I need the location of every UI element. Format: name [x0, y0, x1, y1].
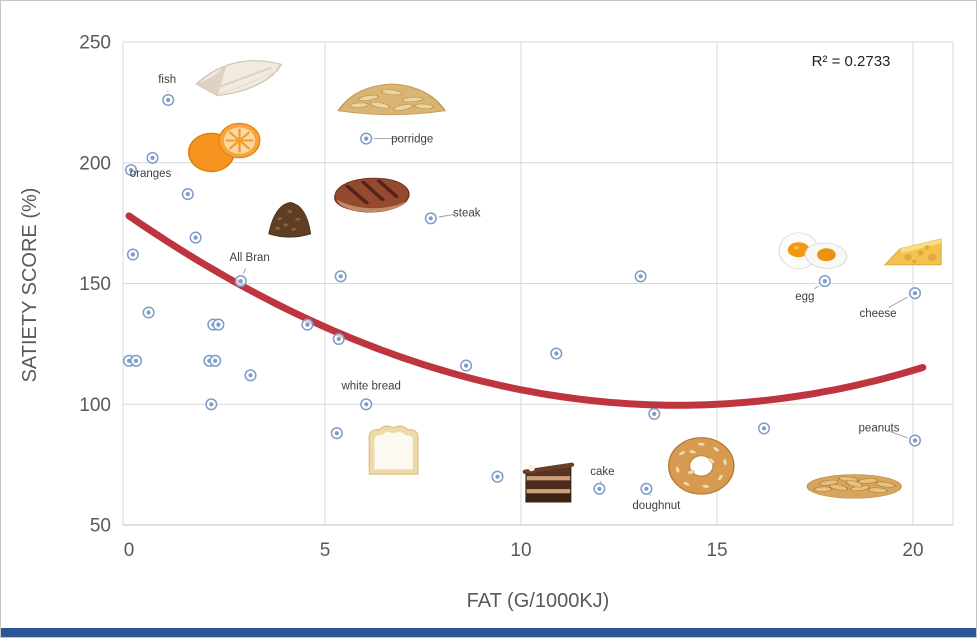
point-label: cheese [859, 308, 896, 320]
x-tick-label: 0 [124, 540, 135, 561]
y-tick-label: 100 [79, 395, 111, 416]
porridge-image [337, 83, 447, 116]
egg-image [778, 232, 848, 270]
data-point [124, 163, 138, 177]
data-point [244, 369, 257, 382]
point-label: cake [590, 466, 614, 478]
data-point [334, 270, 347, 283]
data-point [757, 422, 771, 435]
all-bran-image [268, 202, 312, 238]
data-point [634, 270, 647, 283]
label-leader-line [888, 296, 909, 308]
cheese-image [883, 238, 942, 266]
peanuts-image [806, 474, 902, 499]
label-leader-line [890, 431, 908, 439]
data-point [818, 275, 831, 288]
label-leader-line [649, 494, 652, 496]
data-point [550, 347, 563, 360]
label-leader-line [814, 285, 819, 290]
data-point [332, 332, 345, 346]
data-point [330, 427, 343, 440]
data-point [908, 287, 922, 300]
x-tick-label: 5 [320, 540, 331, 561]
data-point [146, 151, 159, 164]
cake-image [522, 462, 575, 503]
y-axis-title: SATIETY SCORE (%) [19, 187, 41, 383]
r-squared-label: R² = 0.2733 [811, 53, 891, 70]
data-point [360, 132, 373, 145]
x-tick-label: 15 [706, 540, 727, 561]
point-label: fish [158, 74, 176, 86]
steak-image [334, 177, 410, 213]
point-label: steak [453, 207, 481, 219]
y-tick-label: 250 [79, 33, 111, 54]
x-tick-label: 20 [902, 540, 923, 561]
oranges-image [188, 122, 261, 173]
data-point [301, 318, 314, 331]
data-point [908, 434, 922, 447]
point-label: porridge [391, 134, 433, 146]
point-label: All Bran [230, 252, 270, 264]
fish-image [195, 60, 283, 97]
data-point [424, 212, 437, 225]
data-point [460, 359, 473, 372]
data-point [189, 231, 202, 244]
window-bottom-strip [1, 628, 976, 637]
y-tick-label: 150 [79, 274, 111, 295]
data-point [593, 482, 606, 495]
data-point [640, 482, 653, 495]
x-tick-label: 10 [510, 540, 531, 561]
data-point [126, 248, 139, 261]
data-point [130, 354, 143, 367]
label-leader-line [243, 268, 246, 274]
y-tick-label: 200 [79, 153, 111, 174]
data-point [209, 354, 222, 367]
x-axis-title: FAT (G/1000KJ) [466, 590, 610, 612]
data-point [360, 398, 373, 411]
point-label: egg [795, 291, 814, 303]
data-point [648, 407, 661, 420]
point-label: oranges [130, 168, 172, 180]
point-label: white bread [340, 380, 400, 392]
data-point [142, 306, 155, 319]
data-point [162, 93, 175, 107]
point-label: doughnut [632, 500, 681, 512]
data-point [205, 398, 218, 411]
trend-line [125, 212, 927, 409]
white-bread-image [368, 425, 419, 475]
point-label: peanuts [859, 423, 900, 435]
data-point [234, 275, 247, 288]
data-point [181, 188, 194, 201]
data-point [212, 318, 225, 331]
data-point [491, 470, 504, 483]
doughnut-image [667, 437, 735, 495]
y-tick-label: 50 [90, 516, 111, 537]
label-leader-line [438, 213, 456, 218]
